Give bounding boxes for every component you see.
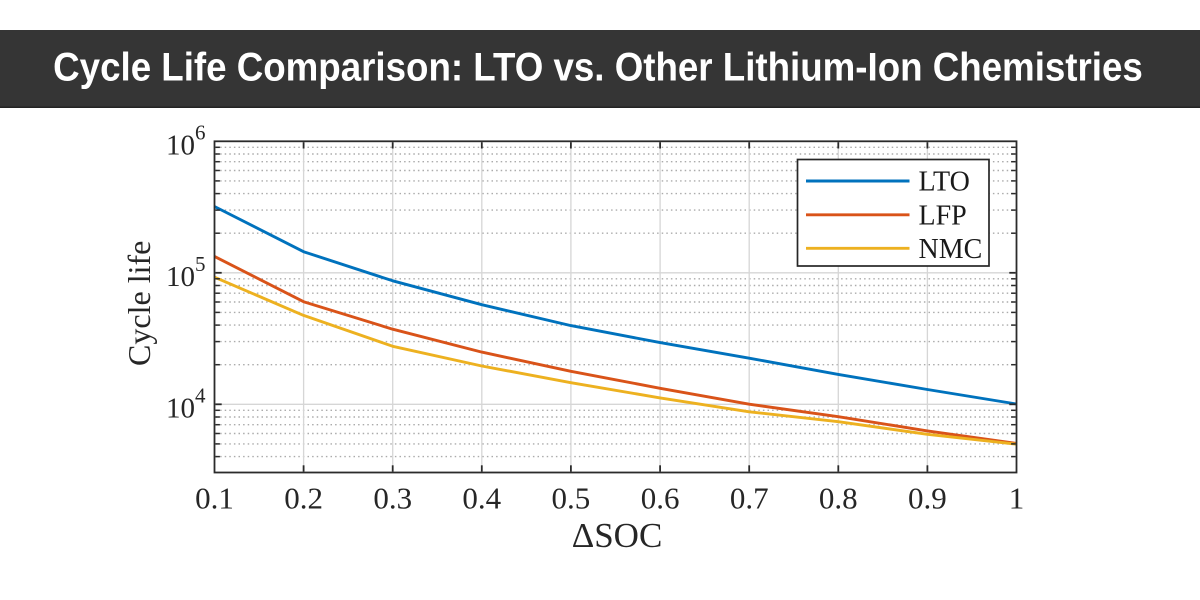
svg-text:10: 10 xyxy=(166,261,195,293)
svg-text:0.3: 0.3 xyxy=(373,481,412,516)
svg-text:0.6: 0.6 xyxy=(641,481,680,516)
svg-text:0.5: 0.5 xyxy=(552,481,591,516)
svg-text:10: 10 xyxy=(166,130,195,162)
svg-text:0.7: 0.7 xyxy=(730,481,769,516)
svg-text:NMC: NMC xyxy=(919,234,983,265)
svg-text:0.1: 0.1 xyxy=(195,481,234,516)
svg-text:4: 4 xyxy=(195,383,206,407)
svg-text:Cycle Life Comparison: LTO vs.: Cycle Life Comparison: LTO vs. Other Lit… xyxy=(53,45,1143,90)
svg-text:0.9: 0.9 xyxy=(908,481,947,516)
svg-text:6: 6 xyxy=(195,120,206,144)
svg-text:5: 5 xyxy=(195,252,206,276)
svg-text:0.4: 0.4 xyxy=(462,481,501,516)
svg-text:0.2: 0.2 xyxy=(284,481,323,516)
svg-text:ΔSOC: ΔSOC xyxy=(572,516,663,555)
svg-text:1: 1 xyxy=(1009,481,1025,516)
svg-text:0.8: 0.8 xyxy=(819,481,858,516)
svg-text:Cycle life: Cycle life xyxy=(121,241,157,366)
svg-text:10: 10 xyxy=(166,393,195,425)
svg-text:LFP: LFP xyxy=(919,201,967,232)
svg-text:LTO: LTO xyxy=(919,167,970,198)
